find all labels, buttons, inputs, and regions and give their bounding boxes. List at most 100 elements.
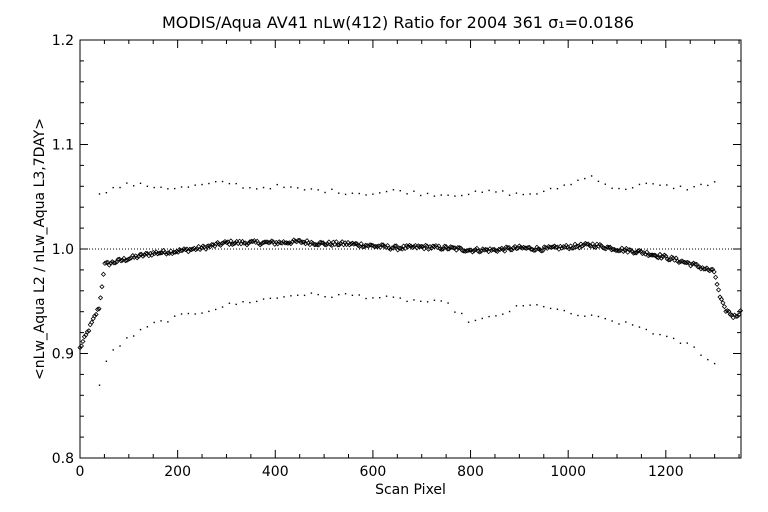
band-point bbox=[235, 182, 237, 185]
band-point bbox=[590, 314, 593, 316]
ratio-point bbox=[573, 244, 580, 250]
series-1 bbox=[98, 175, 716, 197]
band-point bbox=[385, 190, 388, 193]
chart-title-group: MODIS/Aqua AV41 nLw(412) Ratio for 2004 … bbox=[162, 13, 634, 32]
band-point bbox=[235, 303, 237, 306]
band-point bbox=[659, 333, 661, 336]
ratio-point bbox=[502, 248, 508, 254]
band-point bbox=[385, 295, 388, 297]
ratio-point bbox=[541, 244, 547, 250]
ratio-point bbox=[721, 304, 727, 310]
ratio-point bbox=[182, 247, 189, 253]
band-point bbox=[372, 193, 374, 195]
band-point bbox=[297, 187, 299, 189]
band-point bbox=[461, 312, 463, 315]
band-point bbox=[625, 188, 627, 191]
band-point bbox=[440, 194, 442, 196]
band-point bbox=[262, 186, 265, 189]
band-point bbox=[256, 300, 258, 303]
ratio-point bbox=[77, 345, 83, 351]
y-tick-label: 0.9 bbox=[52, 347, 74, 363]
ratio-point bbox=[95, 306, 101, 312]
ratio-point bbox=[152, 250, 158, 257]
ratio-point bbox=[591, 244, 597, 250]
band-point bbox=[338, 192, 340, 194]
band-point bbox=[584, 177, 586, 180]
ratio-point bbox=[80, 338, 86, 345]
ratio-point bbox=[540, 248, 546, 254]
band-point bbox=[365, 297, 367, 300]
band-point bbox=[160, 186, 162, 188]
ratio-point bbox=[508, 247, 514, 253]
band-point bbox=[283, 186, 285, 189]
ratio-point bbox=[431, 243, 437, 250]
band-point bbox=[577, 179, 579, 182]
band-point bbox=[556, 308, 559, 310]
ratio-point bbox=[735, 313, 741, 319]
ratio-point bbox=[469, 249, 476, 255]
ratio-point bbox=[83, 332, 89, 338]
band-point bbox=[153, 321, 155, 324]
band-point bbox=[618, 187, 620, 190]
band-point bbox=[317, 293, 319, 296]
ratio-point bbox=[736, 312, 742, 318]
band-point bbox=[290, 295, 292, 297]
band-point bbox=[276, 297, 278, 299]
ratio-point bbox=[651, 252, 657, 258]
ratio-point bbox=[626, 247, 632, 253]
ratio-point bbox=[393, 243, 399, 249]
ratio-point bbox=[223, 239, 230, 245]
band-point bbox=[652, 333, 654, 335]
band-point bbox=[495, 315, 497, 317]
ratio-point bbox=[259, 241, 265, 247]
ratio-point bbox=[683, 260, 689, 266]
ratio-point bbox=[633, 250, 640, 256]
band-point bbox=[194, 313, 196, 315]
band-point bbox=[290, 186, 292, 188]
band-point bbox=[392, 189, 395, 191]
ratio-point bbox=[483, 246, 489, 253]
ratio-point bbox=[338, 240, 344, 246]
band-point bbox=[481, 317, 483, 320]
ratio-point bbox=[411, 243, 417, 250]
ratio-point bbox=[439, 246, 445, 252]
ratio-point bbox=[285, 240, 291, 246]
band-point bbox=[543, 305, 545, 308]
band-point bbox=[317, 189, 319, 191]
ratio-point bbox=[673, 255, 679, 261]
ratio-point bbox=[610, 246, 616, 252]
band-point bbox=[276, 183, 278, 186]
ratio-point bbox=[569, 245, 575, 251]
ratio-point bbox=[300, 239, 306, 245]
band-point bbox=[392, 296, 395, 298]
ratio-point bbox=[190, 246, 196, 252]
band-point bbox=[481, 191, 483, 193]
ratio-point bbox=[587, 243, 593, 249]
ratio-point bbox=[623, 245, 629, 252]
ratio-point bbox=[389, 245, 395, 251]
ratio-point bbox=[81, 334, 87, 340]
band-point bbox=[625, 321, 627, 323]
axis-labels: Scan Pixel <nLw_Aqua L2 / nLw_Aqua L3,7DA… bbox=[32, 118, 446, 498]
ratio-point bbox=[89, 319, 95, 325]
band-point bbox=[426, 301, 429, 303]
ratio-point bbox=[84, 329, 90, 335]
ratio-point bbox=[78, 343, 85, 349]
ratio-point bbox=[720, 300, 726, 306]
ratio-point bbox=[257, 242, 263, 248]
ratio-point bbox=[613, 247, 619, 254]
ratio-point bbox=[241, 240, 247, 246]
band-point bbox=[249, 301, 251, 304]
ratio-point bbox=[531, 247, 537, 254]
band-point bbox=[365, 194, 367, 196]
band-point bbox=[133, 185, 135, 187]
series-group bbox=[77, 175, 744, 386]
axis-ticks: 0 200 400 600 800 1000 1200 0.8 0.9 1.0 1.1 1.2 bbox=[52, 33, 741, 480]
ratio-point bbox=[112, 260, 118, 266]
band-point bbox=[707, 358, 709, 361]
chart-title: MODIS/Aqua AV41 nLw(412) Ratio for 2004 … bbox=[162, 13, 634, 32]
ratio-point bbox=[657, 251, 663, 258]
band-point bbox=[522, 305, 524, 307]
ratio-point bbox=[477, 249, 483, 255]
